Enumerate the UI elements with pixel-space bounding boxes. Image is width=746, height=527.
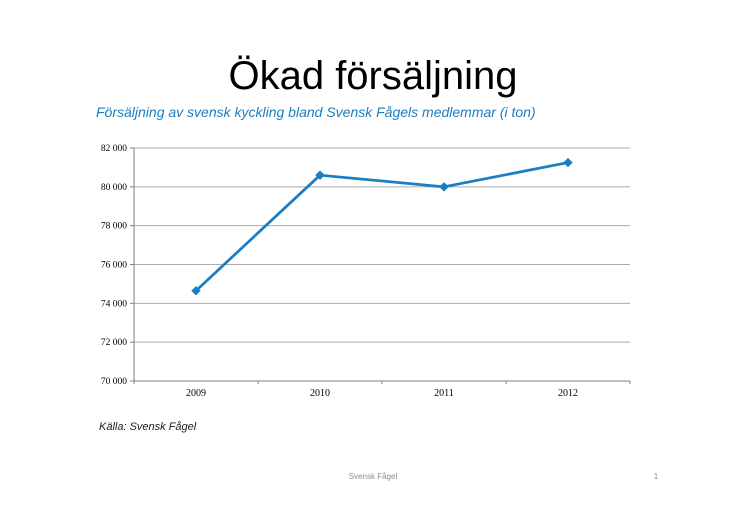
y-axis-tick-label: 78 000 [101, 222, 127, 232]
y-axis-tick-label: 70 000 [101, 377, 127, 387]
data-point-marker [191, 286, 201, 296]
page-number: 1 [653, 472, 659, 481]
x-axis-category-label: 2009 [186, 388, 206, 399]
y-axis-tick-label: 82 000 [101, 144, 127, 154]
chart-subtitle: Försäljning av svensk kyckling bland Sve… [96, 104, 536, 120]
x-axis-category-label: 2011 [434, 388, 454, 399]
y-axis-tick-label: 72 000 [101, 338, 127, 348]
sales-line-chart: 70 000 72 000 74 000 76 000 78 000 80 000 82 0… [101, 144, 631, 399]
footer-company-name: Svensk Fågel [348, 472, 398, 481]
x-axis-category-label: 2010 [310, 388, 330, 399]
data-line [194, 161, 570, 293]
y-axis-tick-label: 74 000 [101, 299, 127, 309]
y-axis-tick-label: 76 000 [101, 261, 127, 271]
chart-area: 70 000 72 000 74 000 76 000 78 000 80 000 82 0… [90, 138, 650, 410]
data-point-marker [439, 182, 449, 192]
x-axis-category-label: 2012 [558, 388, 578, 399]
y-axis-tick-label: 80 000 [101, 183, 127, 193]
data-point-marker [563, 157, 573, 168]
slide-title: Ökad försäljning [228, 54, 518, 98]
data-point-marker [315, 170, 325, 180]
source-note: Källa: Svensk Fågel [99, 421, 197, 433]
